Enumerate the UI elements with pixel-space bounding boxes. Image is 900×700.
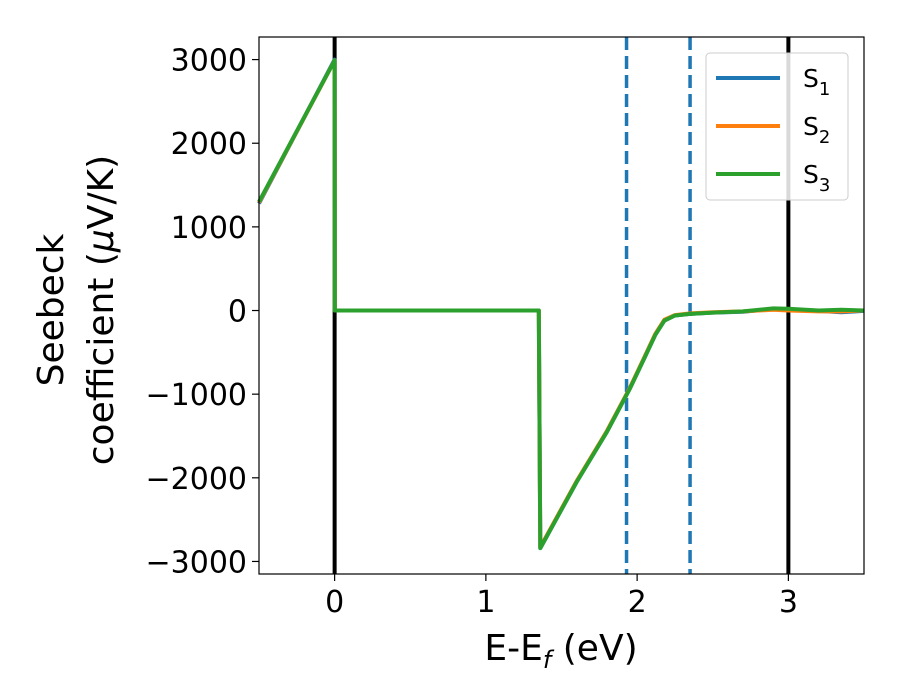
legend-label-1: S1 <box>803 64 830 100</box>
y-axis-label-line2: coefficient (μV/K) <box>81 155 122 465</box>
plot-frame <box>258 36 865 575</box>
legend: S1 S2 S3 <box>705 52 849 201</box>
y-axis-ticks: 3000 2000 1000 0 −1000 −2000 −3000 <box>146 44 259 580</box>
y-tick-label: 0 <box>228 295 247 330</box>
x-tick-label: 1 <box>476 585 495 620</box>
series-line-3 <box>257 58 865 551</box>
x-axis-label-unit: (eV) <box>551 628 637 669</box>
x-tick-label: 2 <box>628 585 647 620</box>
y-tick-label: −1000 <box>146 378 247 413</box>
legend-label-2: S2 <box>803 112 830 148</box>
y-tick-label: −2000 <box>146 462 247 497</box>
x-tick-label: 3 <box>779 585 798 620</box>
x-axis-label: E-Ef (eV) <box>484 628 637 674</box>
x-axis-ticks: 0 1 2 3 <box>325 574 798 620</box>
y-tick-label: −3000 <box>146 545 247 580</box>
y-tick-label: 2000 <box>171 127 247 162</box>
x-tick-label: 0 <box>325 585 344 620</box>
x-axis-label-main: E-E <box>484 628 542 669</box>
y-tick-label: 3000 <box>171 44 247 79</box>
y-tick-label: 1000 <box>171 211 247 246</box>
y-axis-label-line1: Seebeck <box>31 233 72 386</box>
legend-label-3: S3 <box>803 160 830 196</box>
series-lines <box>257 57 865 551</box>
